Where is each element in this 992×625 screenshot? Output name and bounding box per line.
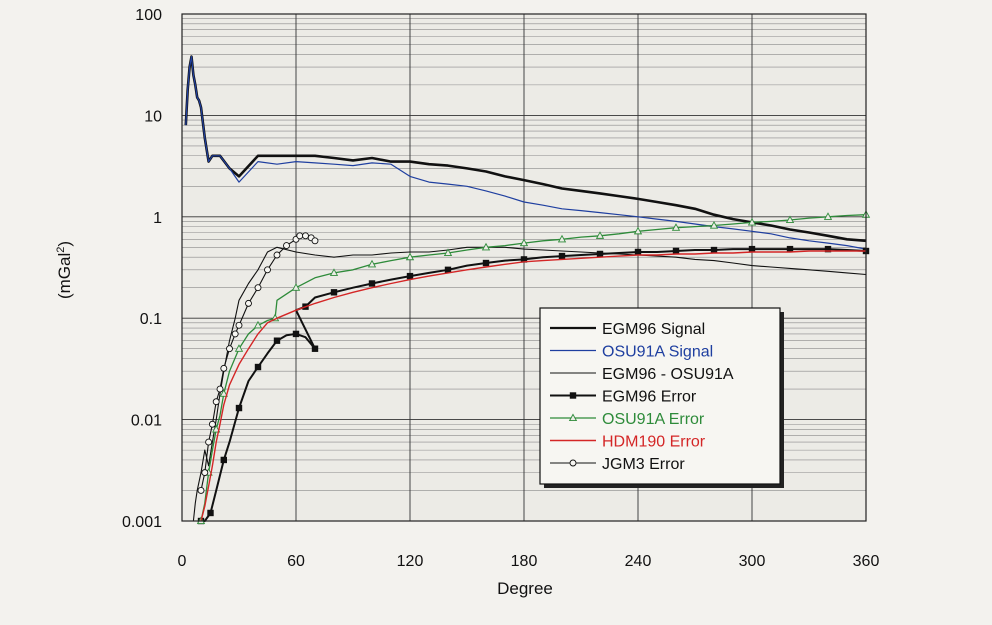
data-point xyxy=(443,248,453,257)
data-point xyxy=(231,330,239,338)
x-tick-label: 300 xyxy=(739,553,766,570)
x-tick-labels: 0 60 120 180 240 300 360 xyxy=(178,553,880,570)
y-tick-label: 0.001 xyxy=(122,514,162,531)
series-line xyxy=(192,246,867,522)
legend-marker xyxy=(569,392,577,399)
plot-frame xyxy=(181,13,867,522)
data-point xyxy=(671,223,681,231)
data-point xyxy=(444,266,452,274)
series-2 xyxy=(192,246,867,522)
data-point xyxy=(283,242,290,250)
y-axis-label-close: ) xyxy=(55,241,74,247)
data-point xyxy=(234,344,244,352)
data-point xyxy=(311,345,319,352)
data-point xyxy=(226,345,233,353)
series-layer xyxy=(184,55,871,525)
data-point xyxy=(747,217,757,226)
x-tick-label: 0 xyxy=(178,553,187,570)
data-point xyxy=(254,363,262,371)
y-tick-label: 10 xyxy=(144,108,162,125)
data-point xyxy=(245,299,252,307)
data-point xyxy=(292,330,300,338)
legend-label: EGM96 Error xyxy=(602,389,697,406)
series-5 xyxy=(200,250,866,522)
y-tick-label: 100 xyxy=(135,7,162,24)
y-axis-label-superscript: 2 xyxy=(55,247,67,253)
data-point xyxy=(405,252,415,261)
data-point xyxy=(235,321,243,329)
y-tick-labels: 0.001 0.01 0.1 1 10 100 xyxy=(122,7,162,531)
y-tick-label: 0.1 xyxy=(140,311,162,328)
data-point xyxy=(207,509,214,517)
y-tick-label: 1 xyxy=(153,210,162,227)
data-point xyxy=(220,456,227,464)
data-point xyxy=(220,364,228,372)
data-point xyxy=(633,226,643,235)
data-point xyxy=(406,272,414,280)
data-point xyxy=(273,251,281,259)
legend-marker xyxy=(569,459,577,467)
data-point xyxy=(273,337,281,344)
data-point xyxy=(596,250,604,258)
data-point xyxy=(212,424,221,433)
x-tick-label: 240 xyxy=(625,553,652,570)
data-point xyxy=(823,212,833,220)
legend-marker xyxy=(568,413,578,422)
data-point xyxy=(330,289,338,296)
data-point xyxy=(329,268,339,276)
data-point xyxy=(710,246,718,254)
legend-label: HDM190 Error xyxy=(602,434,706,451)
data-point xyxy=(201,469,209,477)
data-point xyxy=(205,438,213,446)
data-point xyxy=(557,234,567,243)
data-point xyxy=(786,245,794,253)
data-point xyxy=(482,259,490,267)
data-point xyxy=(672,247,680,255)
data-point xyxy=(558,252,566,260)
data-point xyxy=(264,266,271,274)
data-point xyxy=(254,284,262,292)
x-tick-label: 360 xyxy=(853,553,880,570)
legend-label: OSU91A Error xyxy=(602,411,705,428)
data-point xyxy=(311,237,319,245)
data-point xyxy=(824,245,832,253)
data-point xyxy=(302,232,309,240)
x-tick-label: 60 xyxy=(287,553,305,570)
data-point xyxy=(235,404,243,412)
data-point xyxy=(367,259,377,268)
data-point xyxy=(481,242,491,251)
legend-label: JGM3 Error xyxy=(602,456,685,473)
x-tick-label: 120 xyxy=(397,553,424,570)
data-point xyxy=(634,248,642,256)
x-axis-label: Degree xyxy=(497,579,553,598)
data-point xyxy=(197,487,205,494)
series-line xyxy=(201,248,867,522)
legend-label: EGM96 - OSU91A xyxy=(602,366,734,383)
data-point xyxy=(219,389,228,397)
data-point xyxy=(296,232,304,240)
legend-label: EGM96 Signal xyxy=(602,321,705,338)
data-point xyxy=(519,238,529,247)
data-point xyxy=(520,256,528,263)
data-point xyxy=(748,245,756,253)
data-point xyxy=(368,280,376,287)
y-tick-label: 0.01 xyxy=(131,413,162,430)
data-point xyxy=(253,320,263,329)
data-point xyxy=(212,398,220,406)
data-point xyxy=(216,385,224,393)
legend: EGM96 Signal OSU91A Signal EGM96 - OSU91A E… xyxy=(539,307,784,488)
x-tick-label: 180 xyxy=(511,553,538,570)
legend-label: OSU91A Signal xyxy=(602,344,713,361)
data-point xyxy=(291,283,301,291)
series-line xyxy=(200,250,866,522)
y-axis-label: (mGal2) xyxy=(55,241,74,299)
y-axis-label-base: (mGal xyxy=(55,253,74,299)
data-point xyxy=(785,215,795,224)
data-point xyxy=(709,221,719,229)
data-point xyxy=(595,231,605,239)
series-6 xyxy=(197,232,319,494)
data-point xyxy=(208,420,216,428)
